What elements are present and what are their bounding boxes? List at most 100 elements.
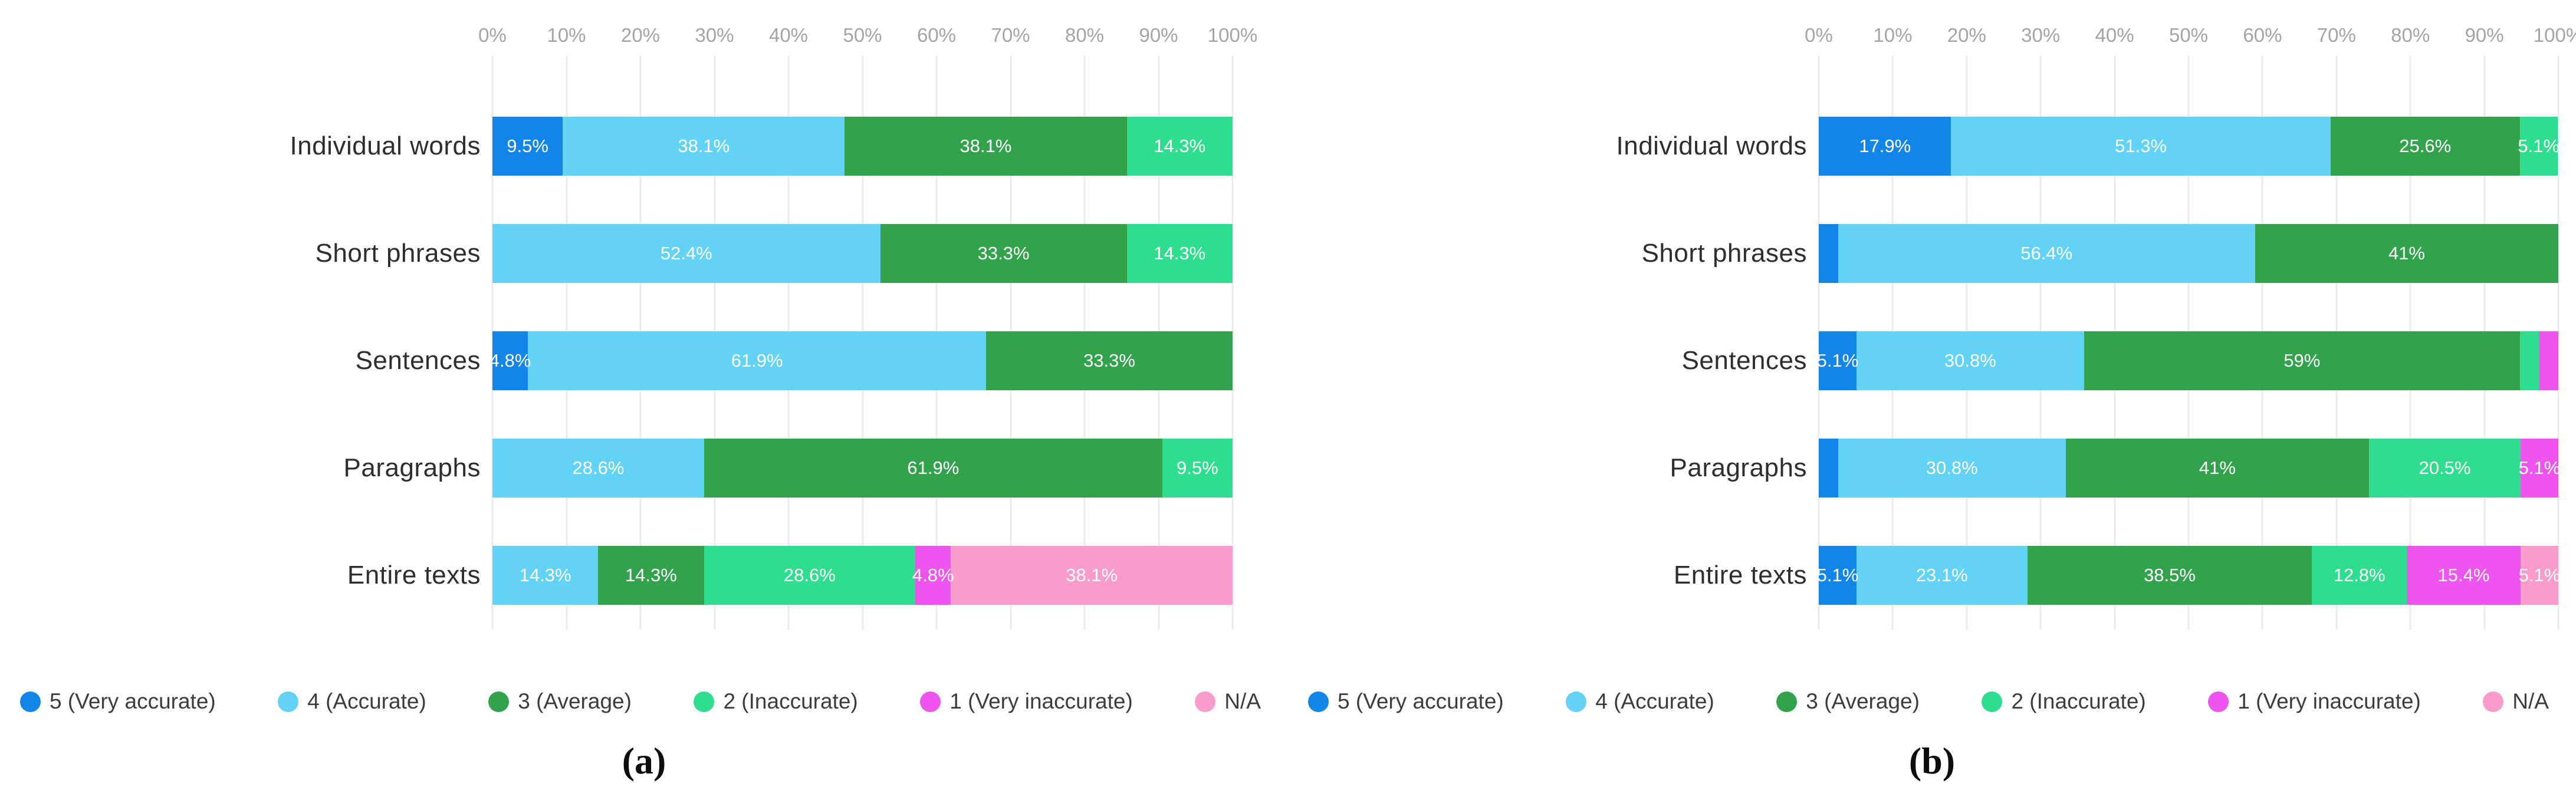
plot-area-b: Individual words 17.9% 51.3% 25.6% 5.1% Short… [1288,56,2576,630]
axis-tick-label: 30% [695,24,734,46]
segment-value-label: 41% [2388,243,2425,264]
chart-panel-a: 0% 10% 20% 30% 40% 50% 60% 70% 80% 90% 100% Indivi… [0,24,1288,782]
bar-segment: 5.1% [2518,439,2561,498]
axis-tick-label: 0% [1805,24,1833,46]
axis-tick-label: 80% [2391,24,2430,46]
segment-value-label: 41% [2199,457,2236,478]
segment-value-label: 14.3% [1154,243,1206,264]
stacked-bar: 5.1% 23.1% 38.5% 12.8% 15.4% 5.1% [1817,546,2561,605]
segment-value-label: 33.3% [977,243,1030,264]
stacked-bar: 4.8% 61.9% 33.3% [489,331,1233,390]
category-label: Paragraphs [1670,453,1807,482]
legend-dot-icon [1308,691,1329,712]
bar-row: Short phrases 52.4% 33.3% 14.3% [0,200,1288,307]
legend-label: 4 (Accurate) [1595,689,1714,713]
legend-label: 1 (Very inaccurate) [2237,689,2421,713]
legend-label: N/A [1224,689,1261,713]
legend-item: N/A [2483,689,2549,714]
category-label: Short phrases [315,239,481,268]
legend-item: N/A [1195,689,1261,714]
axis-tick-label: 60% [2243,24,2282,46]
bar-segment: 5.1% [2518,546,2561,605]
bar-segment: 14.3% [1126,224,1233,283]
axis-tick-label: 10% [547,24,586,46]
bar-segment: 30.8% [1838,439,2066,498]
bar-segment: 56.4% [1838,224,2255,283]
segment-value-label: 17.9% [1859,136,1911,156]
segment-value-label: 5.1% [2518,457,2561,478]
legend-label: 2 (Inaccurate) [723,689,858,713]
axis-tick-label: 40% [768,24,809,46]
segment-value-label: 61.9% [907,457,960,478]
legend-b: 5 (Very accurate) 4 (Accurate) 3 (Average)… [1288,677,2576,726]
legend-item: 2 (Inaccurate) [1982,689,2146,714]
legend-dot-icon [2208,691,2229,712]
legend-label: 3 (Average) [1806,689,1920,713]
legend-dot-icon [278,691,299,712]
segment-value-label: 4.8% [912,565,954,585]
bar-segment [1819,439,1838,498]
segment-value-label: 5.1% [2518,136,2560,156]
bar-segment: 14.3% [598,546,704,605]
legend-dot-icon [2483,691,2504,712]
bar-row: Paragraphs 28.6% 61.9% 9.5% [0,414,1288,522]
stacked-bar: 17.9% 51.3% 25.6% 5.1% [1819,117,2560,176]
legend-label: 3 (Average) [518,689,632,713]
legend-item: 3 (Average) [488,689,632,714]
bar-row: Sentences 4.8% 61.9% 33.3% [0,307,1288,414]
bar-segment: 61.9% [704,439,1162,498]
axis-tick-label: 0% [478,24,507,46]
axis-tick-label: 80% [1064,24,1105,46]
segment-value-label: 25.6% [2399,136,2452,156]
stacked-bar: 30.8% 41% 20.5% 5.1% [1819,439,2561,498]
legend-item: 5 (Very accurate) [1308,689,1504,714]
bar-segment: 51.3% [1951,117,2331,176]
bar-segment: 38.1% [563,117,845,176]
axis-tick-label: 20% [1947,24,1986,46]
segment-value-label: 12.8% [2333,565,2386,585]
bar-segment: 5.1% [1817,546,1858,605]
axis-tick-label: 10% [1873,24,1913,46]
legend-a: 5 (Very accurate) 4 (Accurate) 3 (Average)… [0,677,1288,726]
bar-row: Individual words 9.5% 38.1% 38.1% 14.3% [0,93,1288,200]
bar-segment: 52.4% [492,224,880,283]
segment-value-label: 52.4% [660,243,712,264]
segment-value-label: 14.3% [1154,136,1206,156]
bar-segment: 9.5% [492,117,563,176]
axis-tick-label: 100% [1207,24,1258,46]
segment-value-label: 15.4% [2437,565,2490,585]
axis-tick-label: 50% [2168,24,2209,46]
legend-dot-icon [694,691,715,712]
legend-item: 1 (Very inaccurate) [920,689,1133,714]
legend-label: 1 (Very inaccurate) [949,689,1133,713]
legend-label: 5 (Very accurate) [1338,689,1504,713]
axis-tick-label: 20% [620,24,661,46]
bar-segment: 14.3% [1126,117,1233,176]
subfigure-caption-b: (b) [1908,740,1956,782]
stacked-bar: 5.1% 30.8% 59% [1817,331,2559,390]
bar-segment [2519,331,2539,390]
segment-value-label: 28.6% [783,565,836,585]
axis-tick-label: 90% [1139,24,1178,46]
segment-value-label: 30.8% [1926,457,1978,478]
legend-item: 5 (Very accurate) [20,689,216,714]
category-label: Entire texts [347,561,481,589]
legend-label: 2 (Inaccurate) [2011,689,2146,713]
axis-tick-label: 50% [843,24,882,46]
gridline [1231,56,1234,630]
bar-segment: 41% [2255,224,2558,283]
stacked-bar: 9.5% 38.1% 38.1% 14.3% [492,117,1233,176]
bar-row: Entire texts 14.3% 14.3% 28.6% 4.8% 38.1% [0,522,1288,629]
segment-value-label: 59% [2283,350,2321,371]
segment-value-label: 5.1% [2518,565,2561,585]
x-axis-b: 0% 10% 20% 30% 40% 50% 60% 70% 80% 90% 100% [1805,0,2576,56]
category-label: Sentences [355,346,481,375]
subfigure-caption-a: (a) [622,740,666,782]
legend-item: 4 (Accurate) [278,689,426,714]
legend-dot-icon [1195,691,1216,712]
segment-value-label: 38.1% [1066,565,1118,585]
bar-segment: 33.3% [880,224,1127,283]
category-label: Individual words [290,131,481,160]
bar-rows-a: Individual words 9.5% 38.1% 38.1% 14.3% Short… [0,56,1288,629]
bar-segment: 15.4% [2406,546,2521,605]
